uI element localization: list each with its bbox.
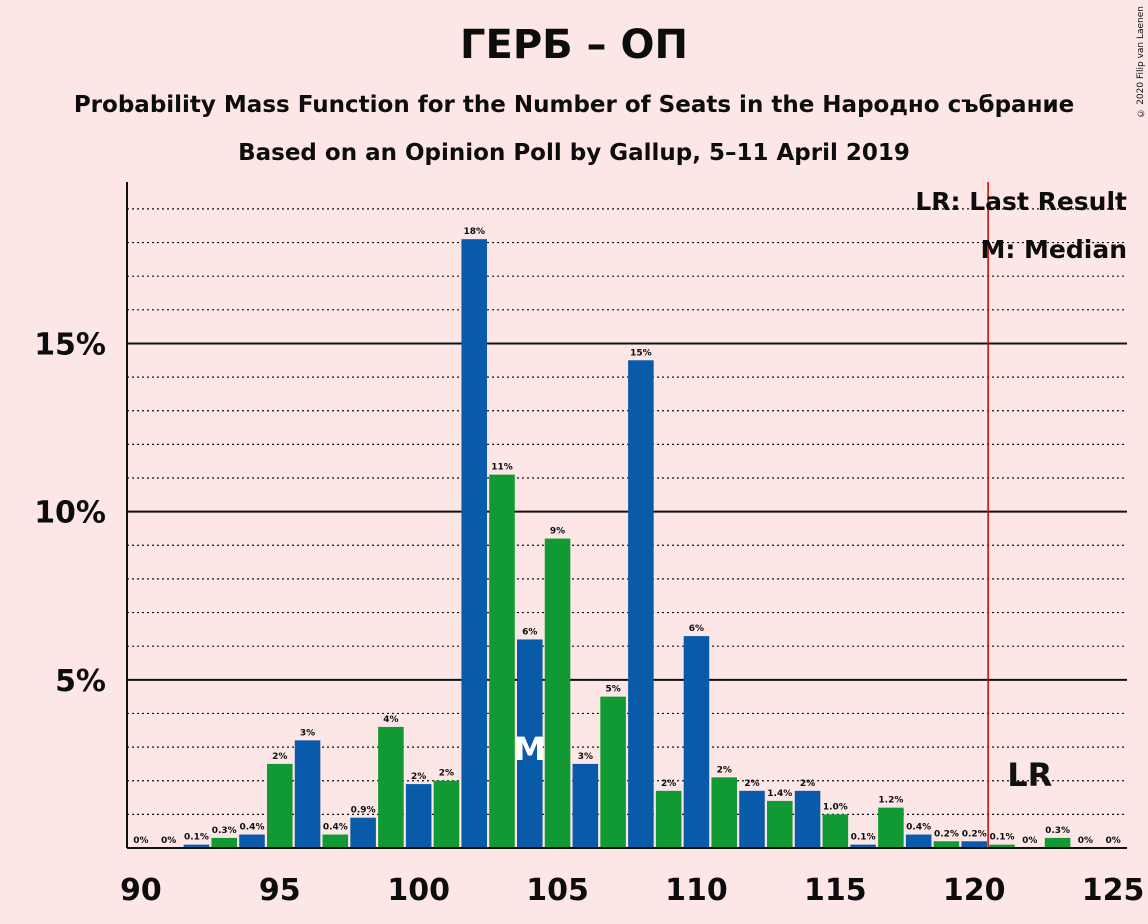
- bar-label-108: 15%: [630, 348, 652, 358]
- bar-label-111: 2%: [717, 765, 732, 775]
- bar-label-90: 0%: [133, 836, 148, 846]
- bar-label-95: 2%: [272, 752, 287, 762]
- bar-label-121: 0.1%: [990, 833, 1015, 843]
- bar-108: [628, 360, 654, 848]
- legend-last-result: LR: Last Result: [915, 187, 1127, 216]
- markers: LR M: [514, 182, 1052, 848]
- bar-115: [822, 814, 849, 848]
- bar-label-110: 6%: [689, 624, 704, 634]
- bar-label-104: 6%: [522, 627, 537, 637]
- y-tick-15: 15%: [34, 327, 106, 362]
- bar-label-117: 1.2%: [878, 796, 903, 806]
- bar-102: [461, 239, 487, 848]
- bar-label-91: 0%: [161, 836, 176, 846]
- bar-label-123: 0.3%: [1045, 826, 1070, 836]
- legend: LR: Last Result M: Median: [915, 187, 1127, 264]
- bar-120: [961, 841, 987, 848]
- bar-121: [989, 844, 1015, 848]
- x-tick-105: 105: [526, 873, 589, 908]
- gridlines: [127, 208, 1127, 815]
- legend-median: M: Median: [980, 235, 1127, 264]
- x-tick-110: 110: [665, 873, 728, 908]
- bar-104: [517, 639, 543, 848]
- bar-105: [544, 538, 571, 848]
- chart-title: ГЕРБ – ОП: [460, 22, 688, 68]
- bar-110: [683, 636, 710, 848]
- bar-113: [767, 800, 793, 848]
- bar-label-106: 3%: [578, 752, 593, 762]
- bar-109: [655, 790, 682, 848]
- x-tick-90: 90: [120, 873, 162, 908]
- bar-label-94: 0.4%: [240, 823, 265, 833]
- x-tick-95: 95: [259, 873, 301, 908]
- bar-117: [878, 807, 904, 848]
- bar-label-99: 4%: [383, 715, 398, 725]
- chart-source: Based on an Opinion Poll by Gallup, 5–11…: [238, 140, 910, 166]
- bar-label-105: 9%: [550, 527, 565, 537]
- x-tick-100: 100: [387, 873, 450, 908]
- bar-label-97: 0.4%: [323, 823, 348, 833]
- bar-98: [350, 817, 376, 848]
- bar-100: [405, 784, 432, 848]
- bar-label-103: 11%: [491, 463, 513, 473]
- bar-111: [711, 777, 737, 848]
- bar-label-96: 3%: [300, 728, 315, 738]
- bar-119: [933, 841, 960, 848]
- bar-114: [794, 790, 821, 848]
- bar-label-109: 2%: [661, 779, 676, 789]
- bar-101: [433, 780, 460, 848]
- chart-subtitle: Probability Mass Function for the Number…: [73, 92, 1075, 118]
- y-tick-5: 5%: [55, 664, 106, 699]
- bar-103: [489, 474, 515, 848]
- bar-label-100: 2%: [411, 772, 426, 782]
- bar-106: [572, 763, 599, 848]
- bar-97: [322, 834, 349, 848]
- bar-96: [294, 740, 321, 848]
- bar-label-112: 2%: [744, 779, 759, 789]
- bar-118: [905, 834, 932, 848]
- bar-label-114: 2%: [800, 779, 815, 789]
- bar-label-101: 2%: [439, 769, 454, 779]
- bar-93: [211, 837, 237, 848]
- bar-95: [267, 763, 293, 848]
- bar-92: [183, 844, 210, 848]
- bar-label-93: 0.3%: [212, 826, 237, 836]
- bar-107: [600, 696, 626, 848]
- last-result-marker: LR: [1007, 756, 1052, 794]
- bar-label-125: 0%: [1105, 836, 1120, 846]
- bar-label-124: 0%: [1078, 836, 1093, 846]
- bar-label-102: 18%: [463, 227, 485, 237]
- bar-label-115: 1.0%: [823, 802, 848, 812]
- bar-123: [1044, 837, 1071, 848]
- bar-label-98: 0.9%: [351, 806, 376, 816]
- tick-labels: 90 95 100 105 110 115 120 125 5% 10% 15%: [34, 327, 1144, 908]
- bar-112: [739, 790, 765, 848]
- bar-label-119: 0.2%: [934, 829, 959, 839]
- bar-label-120: 0.2%: [962, 829, 987, 839]
- axes: [126, 182, 1127, 849]
- bar-label-122: 0%: [1022, 836, 1037, 846]
- bars: [183, 239, 1071, 848]
- bar-94: [239, 834, 265, 848]
- bar-label-113: 1.4%: [767, 789, 792, 799]
- x-tick-125: 125: [1082, 873, 1145, 908]
- y-tick-10: 10%: [34, 496, 106, 531]
- bar-99: [378, 726, 404, 848]
- x-tick-115: 115: [804, 873, 867, 908]
- bar-label-107: 5%: [605, 685, 620, 695]
- bar-116: [850, 844, 876, 848]
- median-marker: M: [514, 730, 546, 768]
- bar-label-116: 0.1%: [851, 833, 876, 843]
- bar-labels: 0% 0% 0.1%0.3% 0.4%2%3%0.4%0.9%4%2% 2%18%11%…: [133, 227, 1121, 846]
- bar-label-118: 0.4%: [906, 823, 931, 833]
- bar-label-92: 0.1%: [184, 833, 209, 843]
- x-tick-120: 120: [943, 873, 1006, 908]
